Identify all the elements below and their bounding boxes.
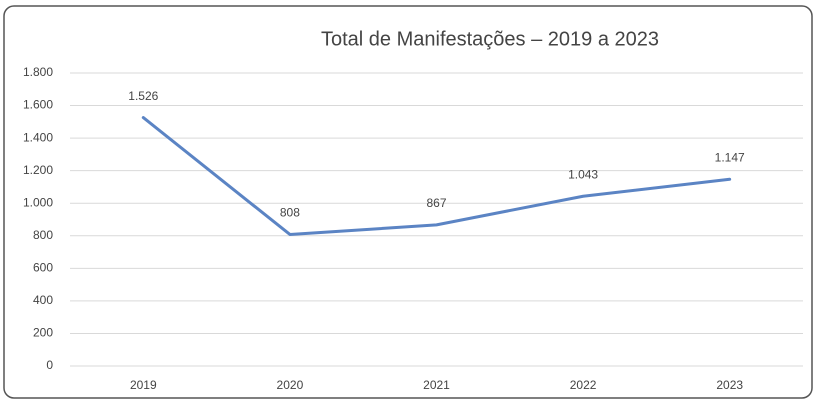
y-tick-label: 1.000 bbox=[23, 195, 53, 209]
x-tick-label: 2020 bbox=[277, 378, 304, 392]
chart-frame bbox=[3, 5, 813, 399]
chart-title: Total de Manifestações – 2019 a 2023 bbox=[321, 28, 659, 50]
y-tick-label: 1.800 bbox=[23, 65, 53, 79]
y-tick-label: 400 bbox=[33, 293, 53, 307]
y-tick-label: 600 bbox=[33, 261, 53, 275]
x-tick-label: 2021 bbox=[423, 378, 450, 392]
y-tick-label: 200 bbox=[33, 326, 53, 340]
x-tick-label: 2019 bbox=[130, 378, 157, 392]
x-tick-label: 2022 bbox=[570, 378, 597, 392]
y-tick-label: 1.400 bbox=[23, 130, 53, 144]
data-label: 1.526 bbox=[128, 89, 158, 103]
y-tick-label: 1.600 bbox=[23, 98, 53, 112]
data-label: 1.147 bbox=[715, 150, 745, 164]
x-tick-label: 2023 bbox=[716, 378, 743, 392]
data-label: 1.043 bbox=[568, 167, 598, 181]
line-series bbox=[141, 116, 732, 236]
y-tick-label: 0 bbox=[46, 358, 53, 372]
data-label: 867 bbox=[426, 196, 446, 210]
data-label: 808 bbox=[280, 206, 300, 220]
y-tick-label: 1.200 bbox=[23, 163, 53, 177]
y-tick-label: 800 bbox=[33, 228, 53, 242]
